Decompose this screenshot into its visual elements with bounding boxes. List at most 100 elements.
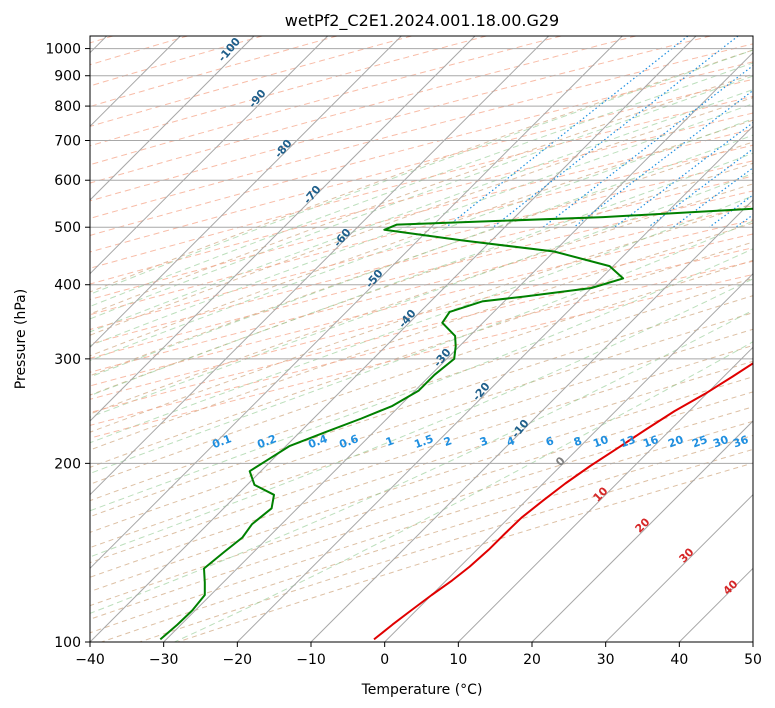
isotherm [752,641,753,642]
dry-adiabat [90,97,753,336]
moist-adiabat [90,49,753,295]
dry-adiabat-label: -50 [363,267,386,291]
theta-e-line [90,190,753,359]
x-tick-label: −40 [75,652,105,668]
theta-e-line [90,36,338,107]
mixing-ratio-label: 30 [711,433,730,451]
mixing-ratio-label: 0.4 [306,432,329,451]
moist-adiabat [90,152,753,397]
profiles [159,207,753,641]
x-tick-label: −20 [223,652,253,668]
dry-adiabat [90,295,753,518]
temperature-profile [373,362,753,641]
x-tick-label: 30 [597,652,615,668]
mixing-ratio-label: 36 [731,433,750,451]
theta-e-line [90,112,753,285]
mixing-ratio-label: 2 [442,434,454,449]
isotherm [605,493,753,642]
moist-adiabat [90,103,753,347]
dry-adiabat [90,73,753,315]
moist-adiabat [90,309,753,614]
mixing-ratio-label: 13 [618,433,637,450]
dry-adiabat [90,360,753,578]
mixing-ratio-line [573,89,753,228]
background-lines [90,36,753,642]
dry-adiabat-label: -40 [396,307,419,331]
dry-adiabat [90,328,753,549]
dry-adiabat [90,162,753,396]
mixing-ratio-label: 16 [641,433,660,451]
isotherm [90,36,476,422]
isotherm [310,199,753,642]
theta-e-line [90,219,753,387]
theta-e-line [90,36,487,147]
dry-adiabat [90,183,753,415]
moist-adiabat-label: 40 [721,577,741,597]
moist-adiabat [90,195,753,444]
dry-adiabat [90,241,753,468]
mixing-ratio-label: 6 [544,434,556,449]
mixing-ratio-label: 1.5 [412,432,435,451]
moist-adiabat [90,118,753,362]
isotherm [90,36,697,642]
isotherm [90,36,255,201]
x-axis-title: Temperature (°C) [361,682,483,698]
x-tick-label: 50 [744,652,762,668]
y-tick-label: 400 [54,278,81,294]
y-tick-label: 700 [54,133,81,149]
y-tick-label: 300 [54,352,81,368]
moist-adiabat [90,88,753,333]
y-tick-label: 200 [54,456,81,472]
y-tick-label: 600 [54,173,81,189]
moist-adiabat [90,220,753,474]
moist-adiabat [90,172,753,418]
plot-frame [89,35,754,643]
x-tick-label: −30 [149,652,179,668]
dry-adiabat [90,312,753,533]
isotherm [90,36,329,275]
y-tick-label: 900 [54,69,81,85]
x-tick-label: 40 [670,652,688,668]
mixing-ratio-label: 0.2 [255,432,278,451]
moist-adiabat [90,278,753,558]
mixing-ratio-line [492,36,739,228]
x-tick-label: 20 [523,652,541,668]
moist-adiabat [90,62,753,307]
mixing-ratio-label: 20 [666,433,685,451]
mixing-ratio-label: 25 [690,433,709,450]
x-tick-label: −10 [296,652,326,668]
theta-e-line [90,175,753,345]
mixing-ratio-line [614,121,753,228]
isotherm [236,125,753,642]
dry-adiabat [90,277,753,502]
mixing-ratio-line [672,167,753,228]
y-tick-label: 100 [54,635,81,651]
theta-e-line [90,160,753,331]
mixing-ratio-label: 3 [478,434,490,449]
dewpoint-profile [159,207,753,641]
theta-e-line [90,95,753,269]
isotherm [457,346,753,642]
isotherm [90,36,623,570]
y-tick-label: 800 [54,99,81,115]
moist-adiabat-label: 10 [591,484,611,504]
chart-title: wetPf2_C2E1.2024.001.18.00.G29 [285,11,559,31]
dry-adiabat [90,141,753,377]
x-tick-label: 10 [449,652,467,668]
moist-adiabat [90,75,753,320]
theta-e-line [90,144,753,316]
theta-e-line [90,61,753,236]
theta-e-line [90,128,753,301]
dry-adiabat [90,259,753,485]
theta-e-line [90,36,711,202]
moist-adiabat [90,134,753,378]
theta-e-line [90,43,753,219]
dry-adiabat [90,391,753,607]
dry-adiabat-label: -70 [301,183,324,207]
theta-e-line [90,247,753,414]
theta-e-line [90,260,753,426]
isotherm [384,272,753,642]
y-axis-title: Pressure (hPa) [13,289,29,389]
dry-adiabat [90,222,753,451]
